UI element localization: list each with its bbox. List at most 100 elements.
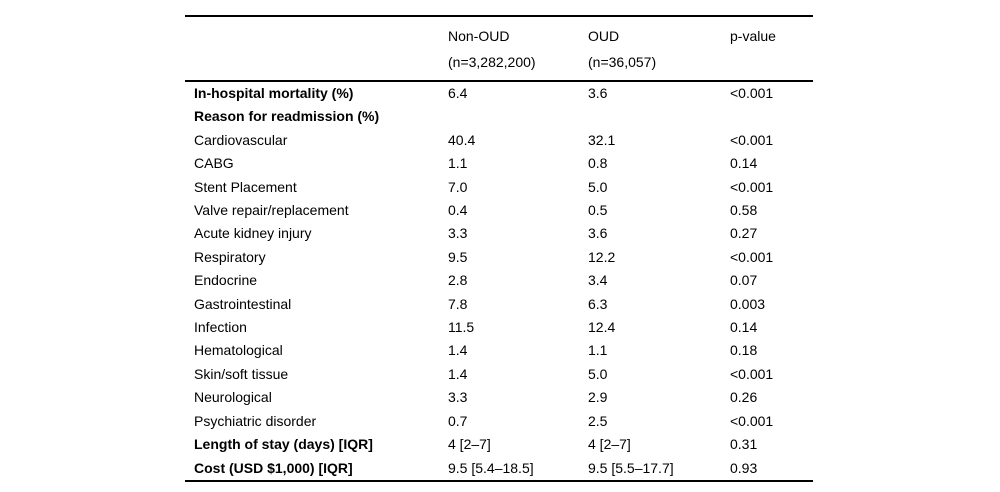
- row-label: Length of stay (days) [IQR]: [194, 436, 373, 453]
- table-body: In-hospital mortality (%) 6.4 3.6 <0.001…: [185, 81, 813, 481]
- cell-non-oud: 9.5 [5.4–18.5]: [448, 459, 534, 476]
- cell-non-oud: 3.3: [448, 225, 468, 242]
- cell-oud: 6.3: [588, 295, 608, 312]
- table-row: Valve repair/replacement 0.4 0.5 0.58: [185, 199, 813, 222]
- table-row: Length of stay (days) [IQR] 4 [2–7] 4 [2…: [185, 433, 813, 456]
- row-label: Cost (USD $1,000) [IQR]: [194, 459, 353, 476]
- header-non-oud-n: (n=3,282,200): [448, 54, 536, 70]
- cell-oud: 0.5: [588, 202, 608, 219]
- cell-non-oud: 2.8: [448, 272, 468, 289]
- row-label: Endocrine: [194, 272, 258, 289]
- cell-non-oud: 3.3: [448, 389, 468, 406]
- table-row: Acute kidney injury 3.3 3.6 0.27: [185, 222, 813, 245]
- cell-non-oud: 1.4: [448, 365, 468, 382]
- row-label: Gastrointestinal: [194, 295, 292, 312]
- header-label-column: [185, 16, 448, 82]
- row-label: Valve repair/replacement: [194, 202, 349, 219]
- cell-oud: 4 [2–7]: [588, 436, 631, 453]
- table-row: CABG 1.1 0.8 0.14: [185, 152, 813, 175]
- cell-oud: 0.8: [588, 155, 608, 172]
- header-row: Non-OUD (n=3,282,200) OUD (n=36,057) p-v…: [185, 16, 813, 82]
- cell-oud: 12.2: [588, 248, 616, 265]
- cell-non-oud: 11.5: [448, 319, 475, 336]
- comparison-table: Non-OUD (n=3,282,200) OUD (n=36,057) p-v…: [185, 15, 813, 482]
- cell-oud: 2.5: [588, 412, 608, 429]
- row-label: Hematological: [194, 342, 283, 359]
- cell-non-oud: [448, 105, 588, 128]
- cell-non-oud: 6.4: [448, 85, 468, 101]
- row-label: Psychiatric disorder: [194, 412, 317, 429]
- header-non-oud-title: Non-OUD: [448, 28, 510, 44]
- cell-oud: 32.1: [588, 131, 616, 148]
- cell-p-value: 0.31: [730, 436, 758, 453]
- row-label: Skin/soft tissue: [194, 365, 289, 382]
- row-label: Respiratory: [194, 248, 266, 265]
- row-label: CABG: [194, 155, 234, 172]
- header-oud-n: (n=36,057): [588, 54, 657, 70]
- table-row: In-hospital mortality (%) 6.4 3.6 <0.001: [185, 81, 813, 105]
- cell-oud: [588, 105, 730, 128]
- cell-p-value: 0.18: [730, 342, 758, 359]
- header-p-value-blank: [730, 49, 813, 75]
- cell-non-oud: 0.7: [448, 412, 468, 429]
- cell-non-oud: 1.1: [448, 155, 468, 172]
- header-blank: [185, 23, 448, 49]
- table-row: Skin/soft tissue 1.4 5.0 <0.001: [185, 363, 813, 386]
- table-row: Stent Placement 7.0 5.0 <0.001: [185, 176, 813, 199]
- comparison-table-container: Non-OUD (n=3,282,200) OUD (n=36,057) p-v…: [185, 15, 813, 482]
- cell-non-oud: 7.0: [448, 178, 468, 195]
- cell-p-value: <0.001: [730, 412, 774, 429]
- row-label: Stent Placement: [194, 178, 297, 195]
- cell-p-value: 0.003: [730, 295, 766, 312]
- row-label: In-hospital mortality (%): [194, 85, 354, 101]
- cell-non-oud: 4 [2–7]: [448, 436, 491, 453]
- cell-oud: 3.6: [588, 85, 608, 101]
- row-label: Infection: [194, 319, 247, 336]
- cell-oud: 3.6: [588, 225, 608, 242]
- cell-oud: 2.9: [588, 389, 608, 406]
- cell-p-value: <0.001: [730, 131, 774, 148]
- header-oud: OUD (n=36,057): [588, 16, 730, 82]
- cell-oud: 1.1: [588, 342, 608, 359]
- table-row: Gastrointestinal 7.8 6.3 0.003: [185, 293, 813, 316]
- table-row: Endocrine 2.8 3.4 0.07: [185, 269, 813, 292]
- table-row: Reason for readmission (%): [185, 105, 813, 128]
- cell-non-oud: 0.4: [448, 202, 468, 219]
- row-label: Acute kidney injury: [194, 225, 312, 242]
- cell-oud: 5.0: [588, 365, 608, 382]
- cell-oud: 12.4: [588, 319, 616, 336]
- cell-non-oud: 7.8: [448, 295, 468, 312]
- row-label: Cardiovascular: [194, 131, 288, 148]
- table-row: Cost (USD $1,000) [IQR] 9.5 [5.4–18.5] 9…: [185, 457, 813, 481]
- cell-non-oud: 9.5: [448, 248, 468, 265]
- table-row: Respiratory 9.5 12.2 <0.001: [185, 246, 813, 269]
- cell-non-oud: 40.4: [448, 131, 476, 148]
- header-p-value: p-value: [730, 16, 813, 82]
- table-header: Non-OUD (n=3,282,200) OUD (n=36,057) p-v…: [185, 16, 813, 82]
- cell-p-value: 0.14: [730, 319, 758, 336]
- cell-p-value: 0.58: [730, 202, 758, 219]
- cell-p-value: <0.001: [730, 248, 774, 265]
- header-p-value-title: p-value: [730, 28, 776, 44]
- header-oud-title: OUD: [588, 28, 620, 44]
- cell-oud: 5.0: [588, 178, 608, 195]
- cell-p-value: [730, 105, 813, 128]
- cell-oud: 3.4: [588, 272, 608, 289]
- table-row: Infection 11.5 12.4 0.14: [185, 316, 813, 339]
- cell-oud: 9.5 [5.5–17.7]: [588, 459, 674, 476]
- row-label: Reason for readmission (%): [194, 108, 380, 125]
- cell-p-value: <0.001: [730, 85, 774, 101]
- cell-p-value: 0.27: [730, 225, 758, 242]
- table-row: Cardiovascular 40.4 32.1 <0.001: [185, 129, 813, 152]
- cell-non-oud: 1.4: [448, 342, 468, 359]
- cell-p-value: 0.26: [730, 389, 758, 406]
- header-non-oud: Non-OUD (n=3,282,200): [448, 16, 588, 82]
- row-label: Neurological: [194, 389, 272, 406]
- table-row: Neurological 3.3 2.9 0.26: [185, 386, 813, 409]
- cell-p-value: <0.001: [730, 365, 774, 382]
- table-row: Hematological 1.4 1.1 0.18: [185, 339, 813, 362]
- cell-p-value: 0.93: [730, 459, 758, 476]
- cell-p-value: <0.001: [730, 178, 774, 195]
- table-row: Psychiatric disorder 0.7 2.5 <0.001: [185, 410, 813, 433]
